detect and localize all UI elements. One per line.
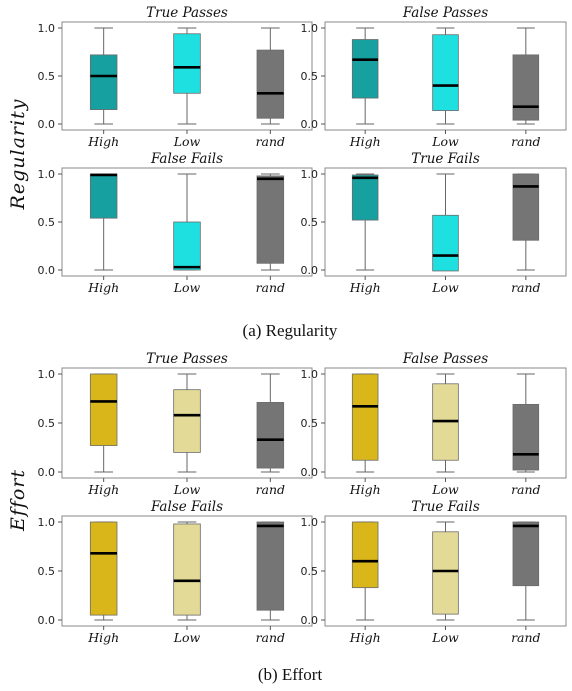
x-tick-label: rand (511, 134, 540, 149)
y-tick-label: 0.5 (301, 70, 319, 83)
y-tick-label: 1.0 (301, 516, 319, 529)
box-rand (256, 49, 285, 119)
x-tick-label: rand (511, 280, 540, 295)
x-tick-label: rand (256, 134, 285, 149)
panel-false-fails-effort: False Fails 0.0 0.5 1.0 High Low rand (38, 499, 313, 645)
x-tick-label: Low (431, 482, 459, 497)
panel-title: False Fails (150, 151, 223, 167)
panel-title: False Passes (402, 351, 488, 367)
y-tick-label: 0.5 (38, 565, 56, 578)
y-tick-label: 1.0 (38, 368, 56, 381)
x-tick-label: rand (256, 482, 285, 497)
box-rand (512, 521, 540, 587)
y-tick-label: 0.0 (301, 264, 319, 277)
y-tick-label: 0.0 (301, 614, 319, 627)
x-tick-label: High (349, 630, 381, 645)
panel-true-fails-effort: True Fails 0.0 0.5 1.0 High Low rand (301, 499, 567, 645)
box-rand (256, 175, 285, 264)
box-high (351, 373, 379, 461)
panel-true-passes-regularity: True Passes 0.0 0.5 1.0 High Low rand (38, 5, 313, 149)
x-tick-label: High (349, 134, 381, 149)
section-regularity: Regularity (a) Regularity (7, 99, 338, 340)
panel-false-passes-regularity: False Passes 0.0 0.5 1.0 High Low rand (301, 5, 567, 149)
panel-true-fails-regularity: True Fails 0.0 0.5 1.0 High Low rand (301, 151, 567, 295)
x-tick-label: Low (431, 280, 459, 295)
x-tick-label: High (87, 630, 119, 645)
y-tick-label: 0.0 (38, 264, 56, 277)
x-tick-label: Low (173, 630, 201, 645)
x-tick-label: rand (511, 482, 540, 497)
box-high (89, 54, 118, 111)
panel-false-passes-effort: False Passes 0.0 0.5 1.0 High Low rand (301, 351, 567, 497)
box-rand (512, 403, 540, 471)
y-tick-label: 1.0 (38, 516, 56, 529)
panel-title: False Fails (150, 499, 223, 515)
box-high (89, 373, 118, 446)
box-high (89, 521, 118, 616)
y-tick-label: 1.0 (301, 368, 319, 381)
y-axis-label-effort: Effort (7, 469, 29, 532)
box-low (432, 531, 459, 615)
panel-title: True Passes (146, 351, 228, 367)
caption-regularity: (a) Regularity (243, 321, 338, 340)
box-high (89, 173, 118, 219)
y-tick-label: 0.0 (38, 614, 56, 627)
y-tick-label: 0.5 (301, 216, 319, 229)
y-tick-label: 1.0 (301, 22, 319, 35)
x-tick-label: High (87, 482, 119, 497)
y-tick-label: 1.0 (301, 168, 319, 181)
box-rand (256, 402, 285, 469)
x-tick-label: rand (256, 630, 285, 645)
x-tick-label: High (349, 482, 381, 497)
panel-title: False Passes (402, 5, 488, 21)
box-high (351, 39, 379, 99)
y-tick-label: 1.0 (38, 168, 56, 181)
x-tick-label: High (349, 280, 381, 295)
caption-effort: (b) Effort (258, 665, 323, 684)
box-rand (512, 54, 540, 121)
box-high (351, 521, 379, 589)
box-low (173, 523, 201, 616)
x-tick-label: High (87, 280, 119, 295)
y-tick-label: 0.5 (301, 565, 319, 578)
y-tick-label: 0.5 (38, 216, 56, 229)
panel-true-passes-effort: True Passes 0.0 0.5 1.0 High Low rand (38, 351, 313, 497)
x-tick-label: Low (431, 134, 459, 149)
panel-false-fails-regularity: False Fails 0.0 0.5 1.0 High Low rand (38, 151, 313, 295)
box-rand (512, 173, 540, 241)
y-tick-label: 0.5 (38, 70, 56, 83)
section-effort: Effort (b) Effort (7, 469, 322, 684)
x-tick-label: rand (256, 280, 285, 295)
x-tick-label: Low (173, 280, 201, 295)
y-tick-label: 0.0 (38, 118, 56, 131)
panel-title: True Fails (411, 499, 480, 515)
box-low (173, 389, 201, 453)
panel-title: True Fails (411, 151, 480, 167)
box-low (432, 214, 459, 272)
y-tick-label: 0.0 (301, 466, 319, 479)
box-low (173, 221, 201, 271)
y-tick-label: 0.5 (301, 417, 319, 430)
box-rand (256, 521, 285, 611)
y-tick-label: 1.0 (38, 22, 56, 35)
x-tick-label: High (87, 134, 119, 149)
box-high (351, 174, 379, 221)
x-tick-label: rand (511, 630, 540, 645)
y-tick-label: 0.0 (38, 466, 56, 479)
y-tick-label: 0.0 (301, 118, 319, 131)
box-low (173, 33, 201, 94)
y-tick-label: 0.5 (38, 417, 56, 430)
box-low (432, 34, 459, 111)
y-axis-label-regularity: Regularity (7, 99, 29, 211)
x-tick-label: Low (173, 134, 201, 149)
x-tick-label: Low (173, 482, 201, 497)
panel-title: True Passes (146, 5, 228, 21)
x-tick-label: Low (431, 630, 459, 645)
